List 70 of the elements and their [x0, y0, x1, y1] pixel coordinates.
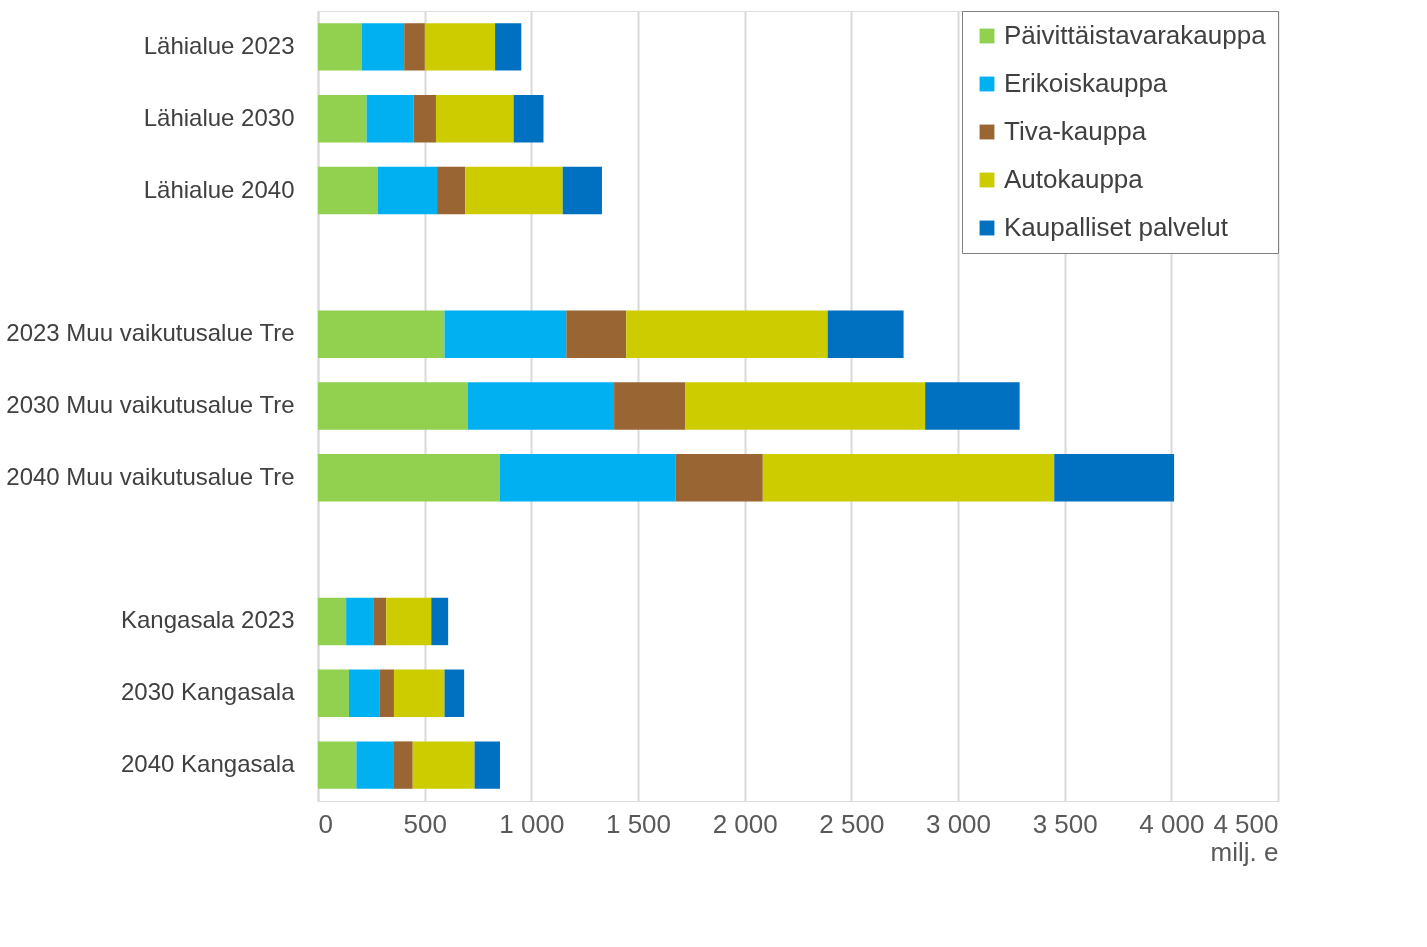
bar [431, 597, 449, 646]
bar [465, 166, 563, 215]
legend-label: Kaupalliset palvelut [1004, 212, 1229, 242]
y-tick-label: Lähialue 2030 [143, 103, 295, 131]
bar [1054, 454, 1175, 502]
bar [346, 597, 374, 646]
bar [413, 95, 436, 143]
bar [412, 741, 475, 789]
bar [373, 597, 387, 646]
bar [474, 741, 500, 789]
legend-label: Tiva-kauppa [1004, 116, 1147, 146]
bar [614, 382, 686, 430]
x-tick-label: 3 000 [925, 808, 992, 839]
bar [495, 23, 522, 71]
bar [356, 741, 394, 789]
bar [437, 166, 466, 215]
bar [562, 166, 602, 215]
bar [318, 310, 445, 358]
bar [318, 95, 367, 143]
bar [348, 669, 380, 717]
y-tick-label: Lähialue 2040 [143, 175, 295, 203]
legend-label: Erikoiskauppa [1004, 68, 1168, 98]
bar [404, 23, 425, 71]
bar [925, 382, 1020, 430]
bar [393, 741, 413, 789]
y-tick-label: 2030 Muu vaikutusalue Tre [6, 391, 295, 418]
y-tick-label: Lähialue 2023 [143, 31, 295, 59]
bar [467, 382, 615, 430]
y-tick-label: Kangasala 2023 [121, 606, 295, 634]
y-tick-label: 2023 Muu vaikutusalue Tre [6, 319, 295, 347]
y-tick-label: 2040 Kangasala [121, 750, 296, 778]
y-tick-label: 2030 Kangasala [121, 678, 296, 706]
bar [499, 454, 676, 502]
bar [827, 310, 904, 358]
bar [444, 310, 567, 358]
bar [318, 741, 357, 789]
bar [318, 669, 349, 717]
bar [386, 597, 432, 646]
bar [377, 166, 438, 215]
bar [424, 23, 496, 71]
bar [444, 669, 465, 717]
bar [513, 95, 544, 143]
legend-label: Autokauppa [1004, 164, 1144, 194]
bar [318, 454, 500, 502]
x-tick-label: 1 500 [605, 808, 672, 839]
bar [435, 95, 514, 143]
x-tick-label: 0 [318, 808, 333, 839]
bar [318, 382, 468, 430]
x-tick-label: 4 000 [1139, 808, 1205, 839]
x-tick-label: 3 500 [1032, 808, 1098, 839]
bar [318, 166, 378, 215]
x-tick-label: 2 000 [712, 808, 778, 839]
x-tick-label: 1 000 [499, 808, 565, 839]
bar [379, 669, 394, 717]
x-tick-label: 4 500 [1213, 808, 1279, 839]
bar [675, 454, 763, 502]
bar [393, 669, 445, 717]
bar [318, 23, 362, 71]
bar [566, 310, 627, 358]
legend-label: Päivittäistavarakauppa [1004, 20, 1267, 50]
y-tick-label: 2040 Muu vaikutusalue Tre [6, 462, 295, 490]
x-tick-label: 2 500 [819, 808, 885, 839]
bar [366, 95, 414, 143]
x-axis-title: milj. e [1210, 836, 1279, 867]
bar [318, 597, 347, 646]
bar [762, 454, 1055, 502]
bar [685, 382, 926, 430]
bar [361, 23, 405, 71]
bar [626, 310, 828, 358]
x-tick-label: 500 [403, 808, 447, 839]
